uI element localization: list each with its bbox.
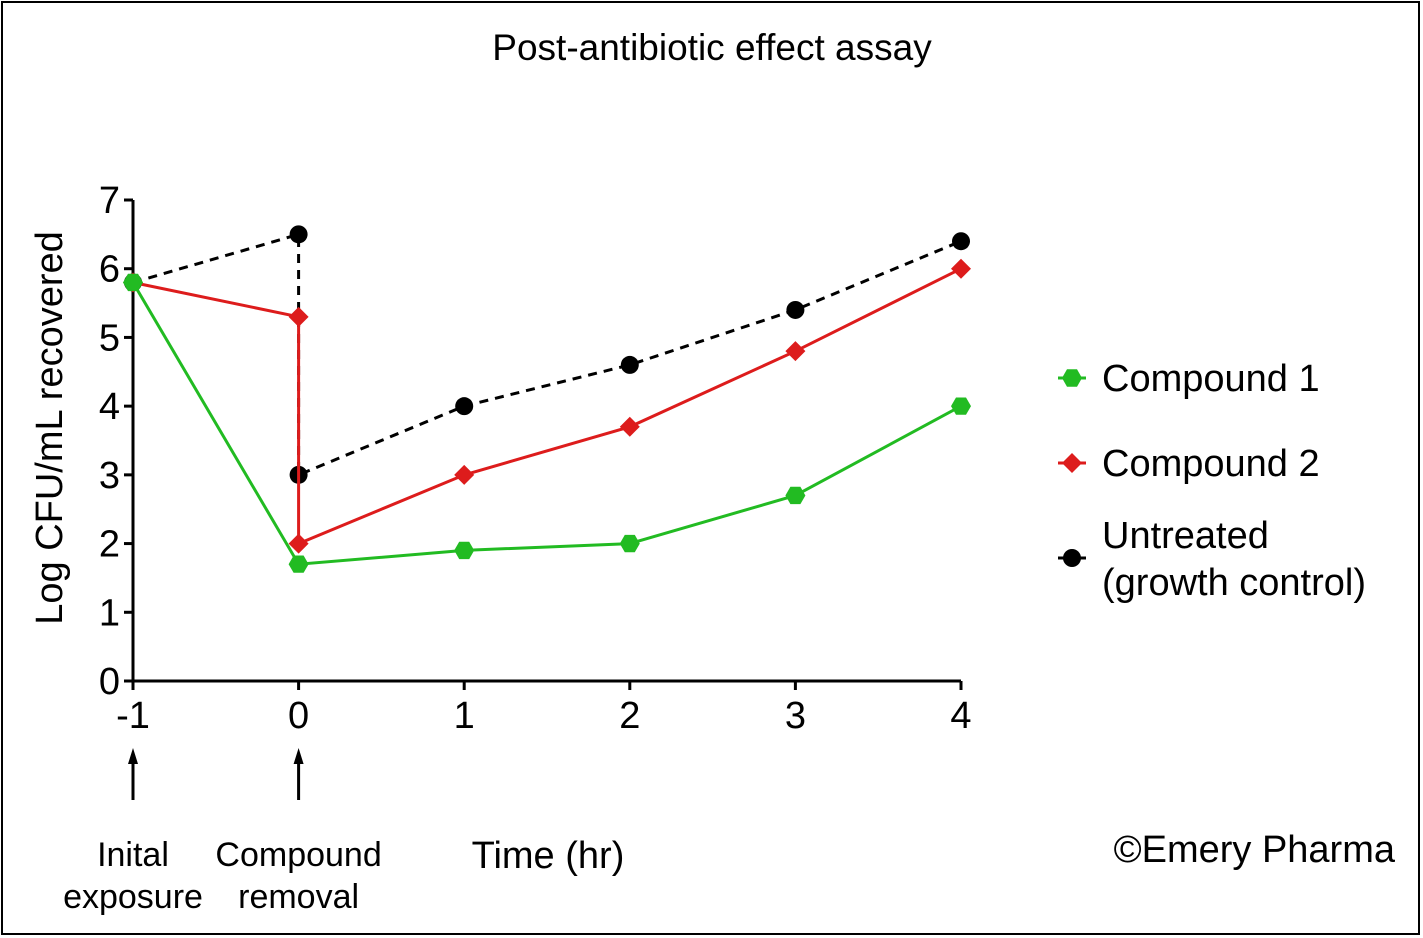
data-point-compound-2 [785,341,806,362]
y-tick-label: 2 [99,524,120,566]
y-tick-label: 0 [99,661,120,703]
y-tick-label: 3 [99,455,120,497]
chart-title: Post-antibiotic effect assay [492,27,932,68]
data-point-compound-1 [951,397,971,415]
series-compound-1 [123,273,971,573]
x-axis-label: Time (hr) [472,835,625,877]
x-tick-label: 2 [619,695,640,737]
series-line-compound-1 [131,281,962,566]
y-axis-label: Log CFU/mL recovered [29,231,71,625]
annotation-text: exposure [63,878,203,916]
data-point-untreated [289,225,308,244]
series-line-untreated [132,232,962,478]
y-tick-label: 1 [99,592,120,634]
data-point-compound-1 [619,534,640,553]
x-tick-label: 1 [454,695,475,737]
annotation-text: removal [238,878,359,916]
annotation-arrowhead [128,748,138,764]
legend-label: Compound 2 [1102,443,1320,485]
y-tick-label: 6 [99,249,120,291]
data-point-compound-1 [123,273,143,292]
series-untreated [124,225,970,484]
y-tick-label: 7 [99,180,120,222]
x-tick-label: 3 [785,695,806,737]
data-point-untreated [455,397,474,416]
x-tick-label: 4 [950,695,971,737]
data-point-compound-2 [951,258,971,279]
y-tick-label: 4 [99,386,120,428]
x-tick-label: -1 [116,695,150,737]
data-point-compound-2 [288,306,309,327]
data-point-compound-2 [288,533,309,554]
annotation-text: Inital [97,836,169,874]
data-point-untreated [620,355,639,374]
data-point-untreated [952,232,970,251]
series-compound-2 [123,258,971,554]
legend-label: (growth control) [1102,562,1366,604]
data-point-compound-2 [454,464,475,485]
data-point-untreated [786,300,805,319]
legend-swatch-marker [1062,369,1082,387]
legend-swatch-marker [1062,453,1082,473]
legend-item-compound-1: Compound 1 [1058,358,1320,400]
annotation-arrowhead [293,748,304,764]
legend-label: Untreated [1102,515,1269,557]
y-tick-label: 5 [99,317,120,359]
data-point-compound-2 [619,416,640,437]
legend-item-untreated: Untreated (growth control) [1058,515,1366,604]
legend-swatch-marker [1063,549,1081,567]
annotation-text: Compound [215,836,381,874]
legend-label: Compound 1 [1102,358,1320,400]
copyright-text: ©Emery Pharma [1114,829,1396,871]
legend-item-compound-2: Compound 2 [1058,443,1320,485]
x-tick-label: 0 [288,695,309,737]
data-point-compound-1 [785,486,806,505]
data-point-compound-1 [288,555,309,573]
data-point-compound-1 [454,541,475,560]
series-line-compound-2 [132,267,962,546]
